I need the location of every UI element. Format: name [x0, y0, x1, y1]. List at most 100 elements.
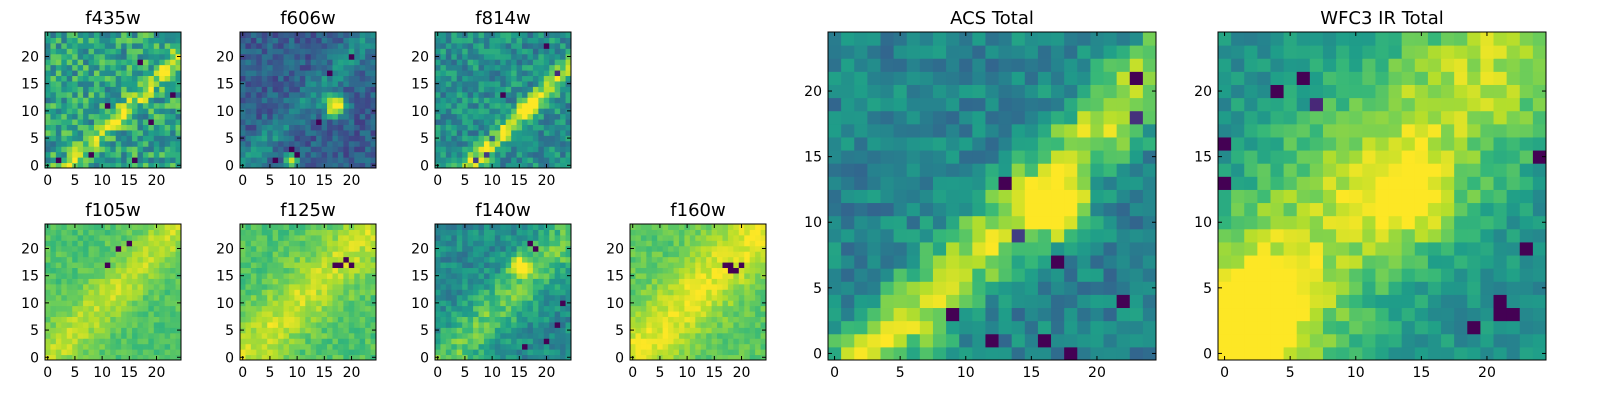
heatmap-cell — [294, 70, 301, 77]
heatmap-cell — [1116, 268, 1131, 282]
heatmap-cell — [121, 80, 128, 87]
heatmap-cell — [565, 234, 572, 241]
heatmap-cell — [250, 316, 257, 323]
heatmap-cell — [565, 262, 572, 269]
heatmap-cell — [657, 278, 664, 285]
heatmap-cell — [148, 234, 155, 241]
heatmap-cell — [256, 97, 263, 104]
heatmap-cell — [522, 157, 528, 164]
heatmap-cell — [170, 300, 177, 307]
heatmap-cell — [972, 268, 986, 282]
heatmap-cell — [159, 48, 166, 55]
heatmap-cell — [678, 234, 685, 241]
heatmap-cell — [164, 59, 171, 66]
heatmap-cell — [527, 354, 534, 361]
heatmap-cell — [744, 251, 751, 258]
heatmap-cell — [1077, 215, 1091, 230]
heatmap-cell — [348, 278, 355, 285]
heatmap-cell — [717, 338, 723, 345]
heatmap-cell — [489, 300, 496, 307]
heatmap-cell — [45, 102, 51, 109]
heatmap-cell — [841, 215, 855, 230]
heatmap-cell — [240, 75, 246, 82]
heatmap-cell — [695, 289, 702, 296]
heatmap-cell — [473, 305, 480, 312]
heatmap-cell — [435, 102, 441, 109]
heatmap-cell — [711, 294, 718, 301]
heatmap-cell — [494, 119, 501, 125]
heatmap-cell — [77, 146, 84, 153]
heatmap-cell — [50, 140, 57, 147]
heatmap-cell — [104, 316, 111, 323]
heatmap-cell — [760, 332, 767, 339]
heatmap-cell — [77, 267, 84, 274]
heatmap-cell — [121, 305, 128, 312]
heatmap-cell — [343, 262, 350, 269]
heatmap-cell — [717, 224, 723, 230]
heatmap-cell — [240, 64, 246, 71]
heatmap-cell — [760, 224, 767, 230]
heatmap-cell — [456, 234, 463, 241]
heatmap-cell — [657, 332, 664, 339]
heatmap-cell — [93, 32, 100, 38]
heatmap-cell — [560, 321, 567, 328]
heatmap-cell — [722, 272, 729, 279]
heatmap-cell — [359, 283, 366, 290]
heatmap-cell — [527, 42, 534, 49]
heatmap-cell — [722, 316, 729, 323]
heatmap-cell — [1064, 307, 1078, 322]
heatmap-cell — [359, 48, 366, 55]
heatmap-cell — [462, 108, 469, 115]
heatmap-cell — [332, 240, 339, 247]
heatmap-cell — [532, 48, 539, 55]
heatmap-cell — [148, 135, 155, 142]
heatmap-cell — [565, 91, 572, 98]
heatmap-cell — [478, 256, 485, 263]
heatmap-cell — [110, 113, 117, 120]
heatmap-cell — [478, 332, 485, 339]
heatmap-cell — [343, 97, 350, 104]
heatmap-cell — [55, 162, 62, 169]
heatmap-cell — [66, 332, 73, 339]
heatmap-cell — [132, 48, 138, 55]
heatmap-cell — [159, 42, 166, 49]
heatmap-cell — [153, 135, 160, 142]
heatmap-cell — [554, 42, 561, 49]
heatmap-cell — [250, 262, 257, 269]
heatmap-cell — [505, 256, 512, 263]
heatmap-cell — [83, 129, 90, 136]
heatmap-cell — [50, 321, 57, 328]
heatmap-cell — [706, 234, 713, 241]
heatmap-cell — [148, 42, 155, 49]
heatmap-cell — [489, 48, 496, 55]
heatmap-cell — [467, 267, 474, 274]
heatmap-cell — [55, 300, 62, 307]
heatmap-cell — [505, 37, 512, 44]
heatmap-cell — [473, 146, 480, 153]
heatmap-cell — [543, 316, 550, 323]
heatmap-cell — [749, 283, 756, 290]
heatmap-cell — [278, 129, 285, 136]
heatmap-cell — [261, 91, 268, 98]
heatmap-cell — [267, 272, 274, 279]
heatmap-cell — [998, 176, 1013, 190]
heatmap-cell — [55, 53, 62, 60]
heatmap-cell — [283, 262, 290, 269]
heatmap-cell — [505, 146, 512, 153]
heatmap-cell — [240, 289, 246, 296]
heatmap-cell — [148, 97, 155, 104]
heatmap-cell — [565, 124, 572, 131]
heatmap-cell — [893, 150, 908, 164]
heatmap-cell — [288, 327, 295, 334]
heatmap-cell — [554, 102, 561, 109]
heatmap-cell — [294, 229, 301, 236]
heatmap-cell — [126, 229, 133, 236]
heatmap-cell — [749, 262, 756, 269]
heatmap-cell — [104, 70, 111, 77]
heatmap-cell — [473, 97, 480, 104]
heatmap-cell — [267, 278, 274, 285]
heatmap-cell — [66, 316, 73, 323]
heatmap-cell — [61, 48, 68, 55]
y-tick-label: 0 — [30, 350, 39, 366]
heatmap-cell — [538, 354, 545, 361]
